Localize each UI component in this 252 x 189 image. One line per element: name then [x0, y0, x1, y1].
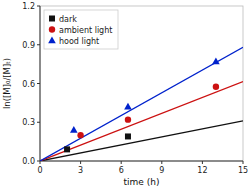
- x-tick: [80, 161, 81, 164]
- legend-marker: [49, 16, 55, 22]
- point: [70, 126, 78, 133]
- x-tick-label: 3: [78, 166, 83, 175]
- y-tick-label: 0.0: [22, 157, 35, 166]
- point: [213, 84, 219, 90]
- point: [124, 103, 132, 110]
- chart: 0 3 6 9 12 15 0.0 0.3 0.6 0.9 1.2 time (h) ln([M]₀/[…: [0, 0, 252, 189]
- x-tick-label: 6: [119, 166, 124, 175]
- legend-box: [44, 10, 118, 49]
- y-tick-label: 0.3: [22, 118, 35, 127]
- x-axis-label: time (h): [124, 177, 160, 187]
- y-tick-label: 0.9: [22, 41, 35, 50]
- legend: dark ambient light hood light: [44, 10, 118, 49]
- x-axis-line: [40, 161, 243, 162]
- point: [125, 133, 131, 139]
- marks: [40, 47, 243, 161]
- y-tick: [37, 6, 40, 7]
- x-tick-label: 12: [197, 166, 207, 175]
- legend-marker: [49, 26, 55, 32]
- x-tick: [202, 161, 203, 164]
- x-tick-label: 0: [37, 166, 42, 175]
- fit-line: [40, 121, 243, 161]
- x-tick: [161, 161, 162, 164]
- legend-label: ambient light: [59, 26, 112, 35]
- y-tick-label: 1.2: [22, 2, 35, 11]
- legend-label: dark: [59, 15, 77, 24]
- x-tick: [243, 161, 244, 164]
- point: [64, 146, 70, 152]
- fit-line: [40, 82, 243, 161]
- y-tick: [37, 83, 40, 84]
- point: [125, 116, 131, 122]
- x-tick: [121, 161, 122, 164]
- x-tick-label: 15: [238, 166, 248, 175]
- x-tick-label: 9: [159, 166, 164, 175]
- y-tick: [37, 122, 40, 123]
- legend-marker: [48, 37, 56, 44]
- point: [77, 132, 83, 138]
- y-tick-label: 0.6: [22, 80, 35, 89]
- fit-line: [40, 47, 243, 161]
- plot-area: [40, 6, 243, 161]
- y-tick: [37, 161, 40, 162]
- y-axis-label: ln([M]₀/[M]ₜ): [2, 58, 12, 109]
- y-tick: [37, 44, 40, 45]
- legend-label: hood light: [59, 37, 99, 46]
- point: [212, 58, 220, 65]
